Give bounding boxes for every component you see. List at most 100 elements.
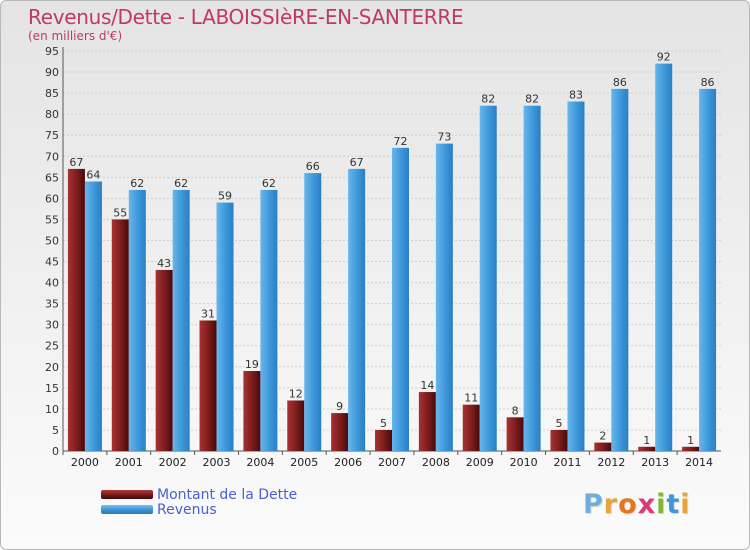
revenus-value-label: 83 bbox=[569, 89, 583, 102]
debt-value-label: 11 bbox=[464, 392, 478, 405]
debt-bar bbox=[682, 446, 700, 451]
y-tick-label: 55 bbox=[45, 213, 59, 226]
revenus-value-label: 62 bbox=[174, 177, 188, 190]
legend-item-revenus: Revenus bbox=[101, 501, 297, 518]
debt-value-label: 5 bbox=[555, 417, 562, 430]
y-tick-label: 5 bbox=[52, 424, 59, 437]
x-tick-label: 2006 bbox=[334, 456, 362, 469]
revenus-bar bbox=[304, 173, 322, 451]
revenus-bar bbox=[699, 88, 717, 451]
proxiti-logo: Proxiti bbox=[583, 489, 691, 520]
y-tick-label: 15 bbox=[45, 382, 59, 395]
y-tick-label: 80 bbox=[45, 108, 59, 121]
logo-letter: x bbox=[637, 489, 657, 520]
revenus-value-label: 64 bbox=[86, 169, 100, 182]
logo-letter: P bbox=[583, 489, 604, 520]
y-tick-label: 0 bbox=[52, 445, 59, 458]
legend-label-revenus: Revenus bbox=[157, 501, 217, 518]
x-tick-label: 2007 bbox=[378, 456, 406, 469]
debt-bar bbox=[550, 429, 568, 451]
debt-value-label: 8 bbox=[512, 404, 519, 417]
logo-letter: r bbox=[603, 489, 619, 520]
revenus-value-label: 86 bbox=[701, 76, 715, 89]
debt-value-label: 14 bbox=[420, 379, 434, 392]
y-tick-label: 40 bbox=[45, 277, 59, 290]
debt-value-label: 1 bbox=[687, 434, 694, 447]
x-tick-label: 2009 bbox=[466, 456, 494, 469]
revenus-bar bbox=[523, 105, 541, 451]
y-tick-label: 60 bbox=[45, 192, 59, 205]
debt-bar bbox=[67, 168, 85, 452]
y-tick-label: 45 bbox=[45, 256, 59, 269]
debt-value-label: 12 bbox=[289, 387, 303, 400]
x-tick-label: 2014 bbox=[685, 456, 713, 469]
revenus-value-label: 66 bbox=[306, 160, 320, 173]
logo-letter: t bbox=[666, 489, 681, 520]
revenus-value-label: 92 bbox=[657, 51, 671, 64]
logo-letter: o bbox=[618, 489, 638, 520]
revenus-value-label: 72 bbox=[394, 135, 408, 148]
debt-bar bbox=[111, 219, 129, 451]
revenus-bar bbox=[655, 63, 673, 451]
revenus-bar bbox=[260, 189, 278, 451]
y-tick-label: 70 bbox=[45, 150, 59, 163]
legend: Montant de la Dette Revenus bbox=[101, 486, 298, 518]
chart-title: Revenus/Dette - LABOISSIèRE-EN-SANTERRE bbox=[28, 5, 464, 29]
chart-subtitle: (en milliers d'€) bbox=[28, 29, 123, 43]
revenus-bar bbox=[84, 181, 102, 452]
y-tick-label: 85 bbox=[45, 87, 59, 100]
x-tick-label: 2000 bbox=[71, 456, 99, 469]
debt-bar bbox=[418, 392, 436, 451]
debt-bar bbox=[155, 269, 173, 451]
revenus-bar bbox=[567, 101, 585, 452]
legend-label-dette: Montant de la Dette bbox=[157, 486, 298, 503]
y-tick-label: 75 bbox=[45, 129, 59, 142]
y-tick-label: 20 bbox=[45, 361, 59, 374]
revenus-bar bbox=[348, 168, 366, 452]
x-tick-label: 2010 bbox=[510, 456, 538, 469]
revenus-value-label: 86 bbox=[613, 76, 627, 89]
debt-bar bbox=[375, 429, 392, 451]
revenus-bar bbox=[216, 202, 234, 451]
legend-item-dette: Montant de la Dette bbox=[101, 486, 298, 503]
logo-letter: i bbox=[680, 489, 691, 520]
debt-bar bbox=[506, 417, 524, 451]
debt-bar bbox=[199, 320, 217, 451]
debt-bar bbox=[594, 442, 612, 451]
debt-value-label: 1 bbox=[643, 434, 650, 447]
debt-bar bbox=[331, 413, 349, 451]
debt-value-label: 67 bbox=[69, 156, 83, 169]
revenus-value-label: 82 bbox=[481, 93, 495, 106]
revenus-value-label: 73 bbox=[437, 131, 451, 144]
revenus-value-label: 59 bbox=[218, 190, 232, 203]
revenus-bar bbox=[435, 143, 453, 451]
x-tick-label: 2008 bbox=[422, 456, 450, 469]
revenus-value-label: 62 bbox=[262, 177, 276, 190]
revenus-value-label: 62 bbox=[130, 177, 144, 190]
revenus-bar bbox=[611, 88, 629, 451]
x-tick-label: 2013 bbox=[641, 456, 669, 469]
legend-swatch-dette bbox=[101, 490, 153, 499]
revenus-value-label: 67 bbox=[350, 156, 364, 169]
y-tick-label: 25 bbox=[45, 340, 59, 353]
revenus-bar bbox=[392, 147, 409, 451]
logo-letter: i bbox=[656, 489, 667, 520]
debt-bar bbox=[287, 400, 305, 451]
debt-value-label: 19 bbox=[245, 358, 259, 371]
y-tick-label: 50 bbox=[45, 234, 59, 247]
legend-swatch-revenus bbox=[101, 505, 153, 514]
debt-bar bbox=[462, 404, 480, 451]
revenus-value-label: 82 bbox=[525, 93, 539, 106]
revenus-bar bbox=[479, 105, 497, 451]
y-tick-label: 95 bbox=[45, 45, 59, 58]
revenus-bar bbox=[128, 189, 146, 451]
x-tick-label: 2004 bbox=[246, 456, 274, 469]
debt-value-label: 9 bbox=[336, 400, 343, 413]
y-tick-label: 10 bbox=[45, 403, 59, 416]
x-tick-label: 2002 bbox=[159, 456, 187, 469]
x-tick-label: 2011 bbox=[553, 456, 581, 469]
x-tick-label: 2012 bbox=[597, 456, 625, 469]
debt-value-label: 55 bbox=[113, 206, 127, 219]
debt-bar bbox=[638, 446, 656, 451]
